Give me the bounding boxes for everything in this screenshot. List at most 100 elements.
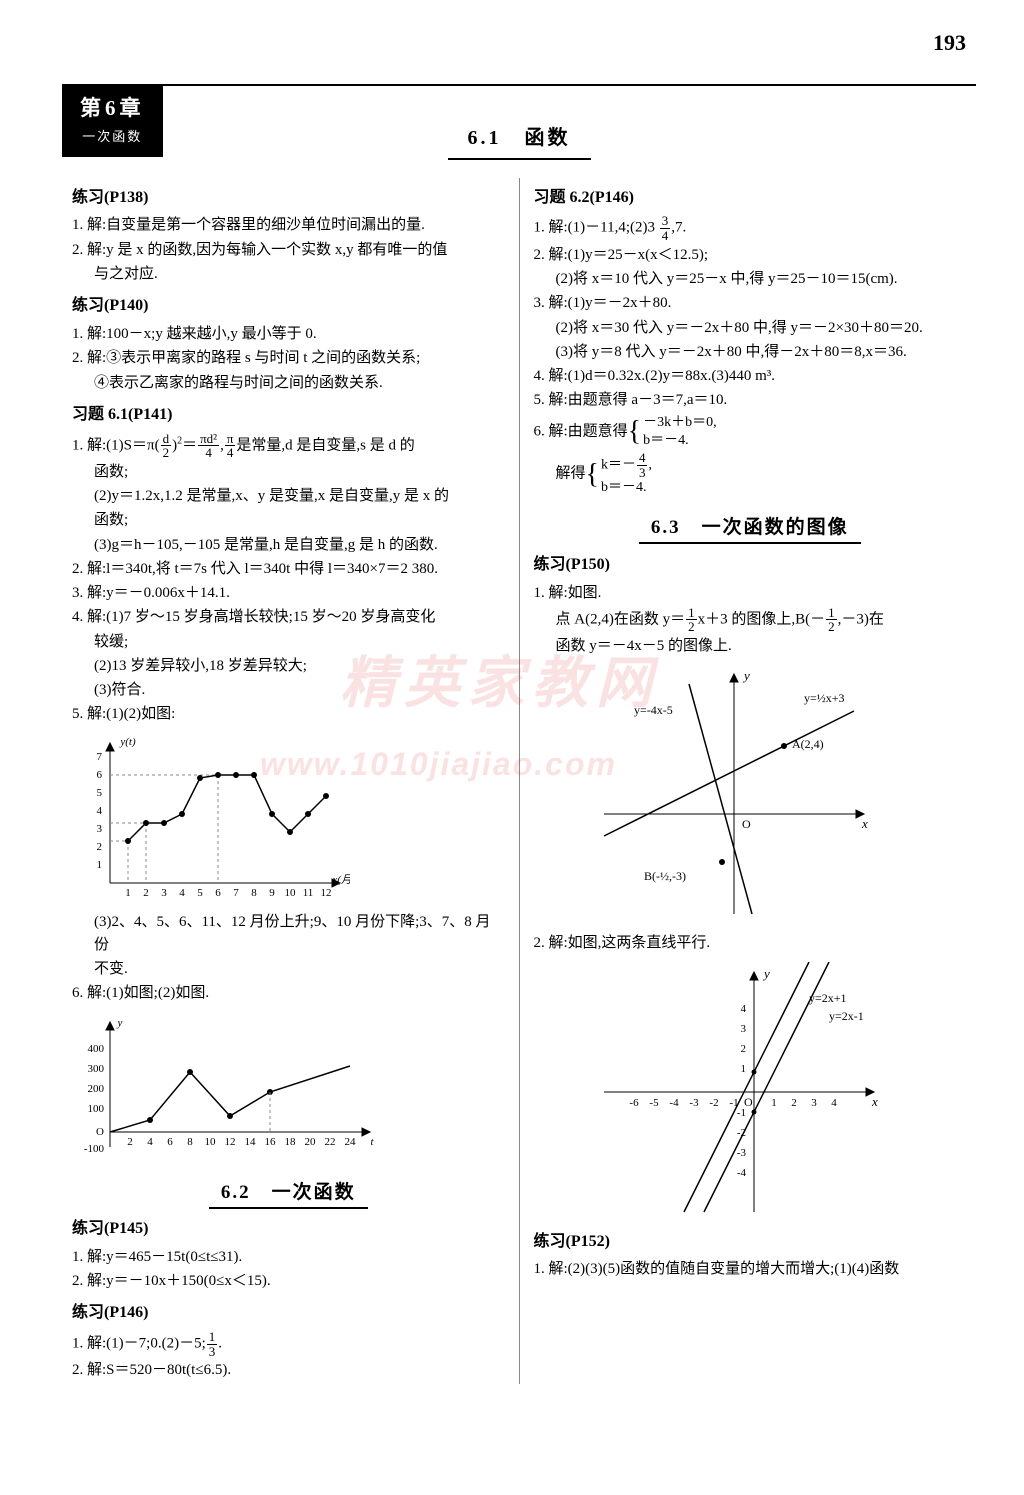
p140-1: 1. 解:100－x;y 越来越小,y 最小等于 0. — [72, 323, 505, 346]
svg-text:8: 8 — [187, 1136, 193, 1148]
p145-1: 1. 解:y＝465－15t(0≤t≤31). — [72, 1246, 505, 1269]
ex-p146b-hdr: 习题 6.2(P146) — [534, 186, 967, 211]
ex-p152-hdr: 练习(P152) — [534, 1230, 967, 1255]
p138-1: 1. 解:自变量是第一个容器里的细沙单位时间漏出的量. — [72, 214, 505, 237]
svg-text:3: 3 — [97, 823, 103, 835]
ex-p150-hdr: 练习(P150) — [534, 553, 967, 578]
svg-text:O: O — [96, 1126, 104, 1138]
svg-text:10: 10 — [205, 1136, 217, 1148]
chart-3: x y O y=½x+3 y=-4x-5 A(2,4) B(-½,-3) — [594, 664, 967, 924]
svg-text:22: 22 — [325, 1136, 336, 1148]
chapter-subtitle: 一次函数 — [80, 127, 145, 147]
svg-text:O: O — [744, 1095, 753, 1109]
svg-text:y=2x+1: y=2x+1 — [809, 991, 847, 1005]
svg-text:-3: -3 — [736, 1147, 746, 1159]
left-column: 练习(P138) 1. 解:自变量是第一个容器里的细沙单位时间漏出的量. 2. … — [62, 178, 515, 1384]
svg-text:7: 7 — [233, 887, 239, 899]
svg-text:7: 7 — [97, 751, 103, 763]
p141-6c: (2)13 岁差异较小,18 岁差异较大; — [72, 655, 505, 678]
svg-text:300: 300 — [88, 1063, 105, 1075]
chapter-tab: 第6章 一次函数 — [62, 84, 163, 157]
svg-text:3: 3 — [811, 1097, 817, 1109]
p146b-4: 4. 解:(1)d＝0.32x.(2)y＝88x.(3)440 m³. — [534, 365, 967, 388]
p140-2a: 2. 解:③表示甲离家的路程 s 与时间 t 之间的函数关系; — [72, 347, 505, 370]
svg-text:4: 4 — [831, 1097, 837, 1109]
p146b-2b: (2)将 x＝10 代入 y＝25－x 中,得 y＝25－10＝15(cm). — [534, 268, 967, 291]
p146b-1: 1. 解:(1)－11,4;(2)3 34,7. — [534, 214, 967, 242]
svg-text:1: 1 — [740, 1063, 746, 1075]
svg-text:y(t): y(t) — [119, 736, 136, 748]
ex-p145-hdr: 练习(P145) — [72, 1217, 505, 1242]
svg-text:400: 400 — [88, 1043, 105, 1055]
p146b-6c: 解得{k＝－43,b＝－4. — [534, 451, 967, 497]
column-divider — [519, 178, 520, 1384]
svg-text:3: 3 — [161, 887, 167, 899]
svg-text:200: 200 — [88, 1083, 105, 1095]
p146b-3a: 3. 解:(1)y＝－2x＋80. — [534, 292, 967, 315]
svg-text:11: 11 — [303, 887, 314, 899]
chart-4: -6-5-4-3-2-1 1234 1234 -1-2-3-4 x y O y=… — [594, 962, 967, 1222]
svg-text:16: 16 — [265, 1136, 277, 1148]
p146b-6a: 6. 解:由题意得{－3k＋b＝0,b＝－4. — [534, 414, 967, 450]
svg-text:2: 2 — [740, 1043, 746, 1055]
svg-text:y: y — [117, 1017, 123, 1029]
svg-text:-6: -6 — [629, 1097, 639, 1109]
p146b-5: 5. 解:由题意得 a－3＝7,a＝10. — [534, 389, 967, 412]
svg-text:8: 8 — [251, 887, 257, 899]
ex-p141-hdr: 习题 6.1(P141) — [72, 403, 505, 428]
p146b-2a: 2. 解:(1)y＝25－x(x＜12.5); — [534, 244, 967, 267]
svg-text:y: y — [742, 668, 750, 683]
p141-6b: 较缓; — [72, 631, 505, 654]
ex-p138-hdr: 练习(P138) — [72, 186, 505, 211]
svg-text:12: 12 — [321, 887, 332, 899]
svg-text:-3: -3 — [689, 1097, 699, 1109]
svg-text:2: 2 — [127, 1136, 133, 1148]
svg-text:O: O — [742, 817, 751, 831]
svg-text:6: 6 — [97, 769, 103, 781]
p141-1e: 函数; — [72, 461, 505, 484]
p140-2b: ④表示乙离家的路程与时间之间的函数关系. — [72, 372, 505, 395]
p138-2b: 与之对应. — [72, 263, 505, 286]
svg-text:18: 18 — [285, 1136, 297, 1148]
p141-7: 5. 解:(1)(2)如图: — [72, 703, 505, 726]
svg-text:B(-½,-3): B(-½,-3) — [644, 869, 686, 883]
svg-text:t: t — [370, 1136, 374, 1148]
p141-3: (3)g＝h－105,－105 是常量,h 是自变量,g 是 h 的函数. — [72, 534, 505, 557]
svg-text:100: 100 — [88, 1103, 105, 1115]
p146-2: 2. 解:S＝520－80t(t≤6.5). — [72, 1359, 505, 1382]
svg-text:y=2x-1: y=2x-1 — [829, 1009, 864, 1023]
svg-text:6: 6 — [215, 887, 221, 899]
ex-p140-hdr: 练习(P140) — [72, 294, 505, 319]
svg-text:y=½x+3: y=½x+3 — [804, 691, 845, 705]
svg-text:4: 4 — [97, 805, 103, 817]
svg-text:5: 5 — [197, 887, 203, 899]
p150-3: 函数 y＝－4x－5 的图像上. — [534, 635, 967, 658]
p138-2a: 2. 解:y 是 x 的函数,因为每输入一个实数 x,y 都有唯一的值 — [72, 239, 505, 262]
p152-1: 1. 解:(2)(3)(5)函数的值随自变量的增大而增大;(1)(4)函数 — [534, 1258, 967, 1281]
svg-text:-2: -2 — [709, 1097, 718, 1109]
ex-p146-hdr: 练习(P146) — [72, 1301, 505, 1326]
p141-5: 3. 解:y＝－0.006x＋14.1. — [72, 582, 505, 605]
p141-2a: (2)y＝1.2x,1.2 是常量,x、y 是变量,x 是自变量,y 是 x 的 — [72, 485, 505, 508]
chart-2: 24681012141618202224 O100200300400 -100 … — [80, 1012, 505, 1162]
svg-text:x(月): x(月) — [331, 874, 350, 886]
svg-text:y=-4x-5: y=-4x-5 — [634, 703, 673, 717]
p141-6d: (3)符合. — [72, 679, 505, 702]
p145-2: 2. 解:y＝－10x＋150(0≤x＜15). — [72, 1270, 505, 1293]
svg-text:4: 4 — [179, 887, 185, 899]
svg-text:1: 1 — [125, 887, 131, 899]
svg-text:12: 12 — [225, 1136, 236, 1148]
svg-text:1: 1 — [771, 1097, 777, 1109]
p141-8b: 不变. — [72, 958, 505, 981]
svg-text:-100: -100 — [84, 1143, 105, 1155]
p141-9: 6. 解:(1)如图;(2)如图. — [72, 982, 505, 1005]
svg-text:1: 1 — [97, 859, 103, 871]
p141-1: 1. 解:(1)S＝π(d2)2＝πd²4,π4是常量,d 是自变量,s 是 d… — [72, 432, 505, 460]
svg-text:14: 14 — [245, 1136, 257, 1148]
chapter-title: 第6章 — [80, 92, 145, 125]
svg-text:2: 2 — [97, 841, 103, 853]
svg-text:2: 2 — [143, 887, 149, 899]
p141-2b: 函数; — [72, 509, 505, 532]
right-column: 习题 6.2(P146) 1. 解:(1)－11,4;(2)3 34,7. 2.… — [524, 178, 977, 1384]
svg-text:y: y — [762, 966, 770, 981]
